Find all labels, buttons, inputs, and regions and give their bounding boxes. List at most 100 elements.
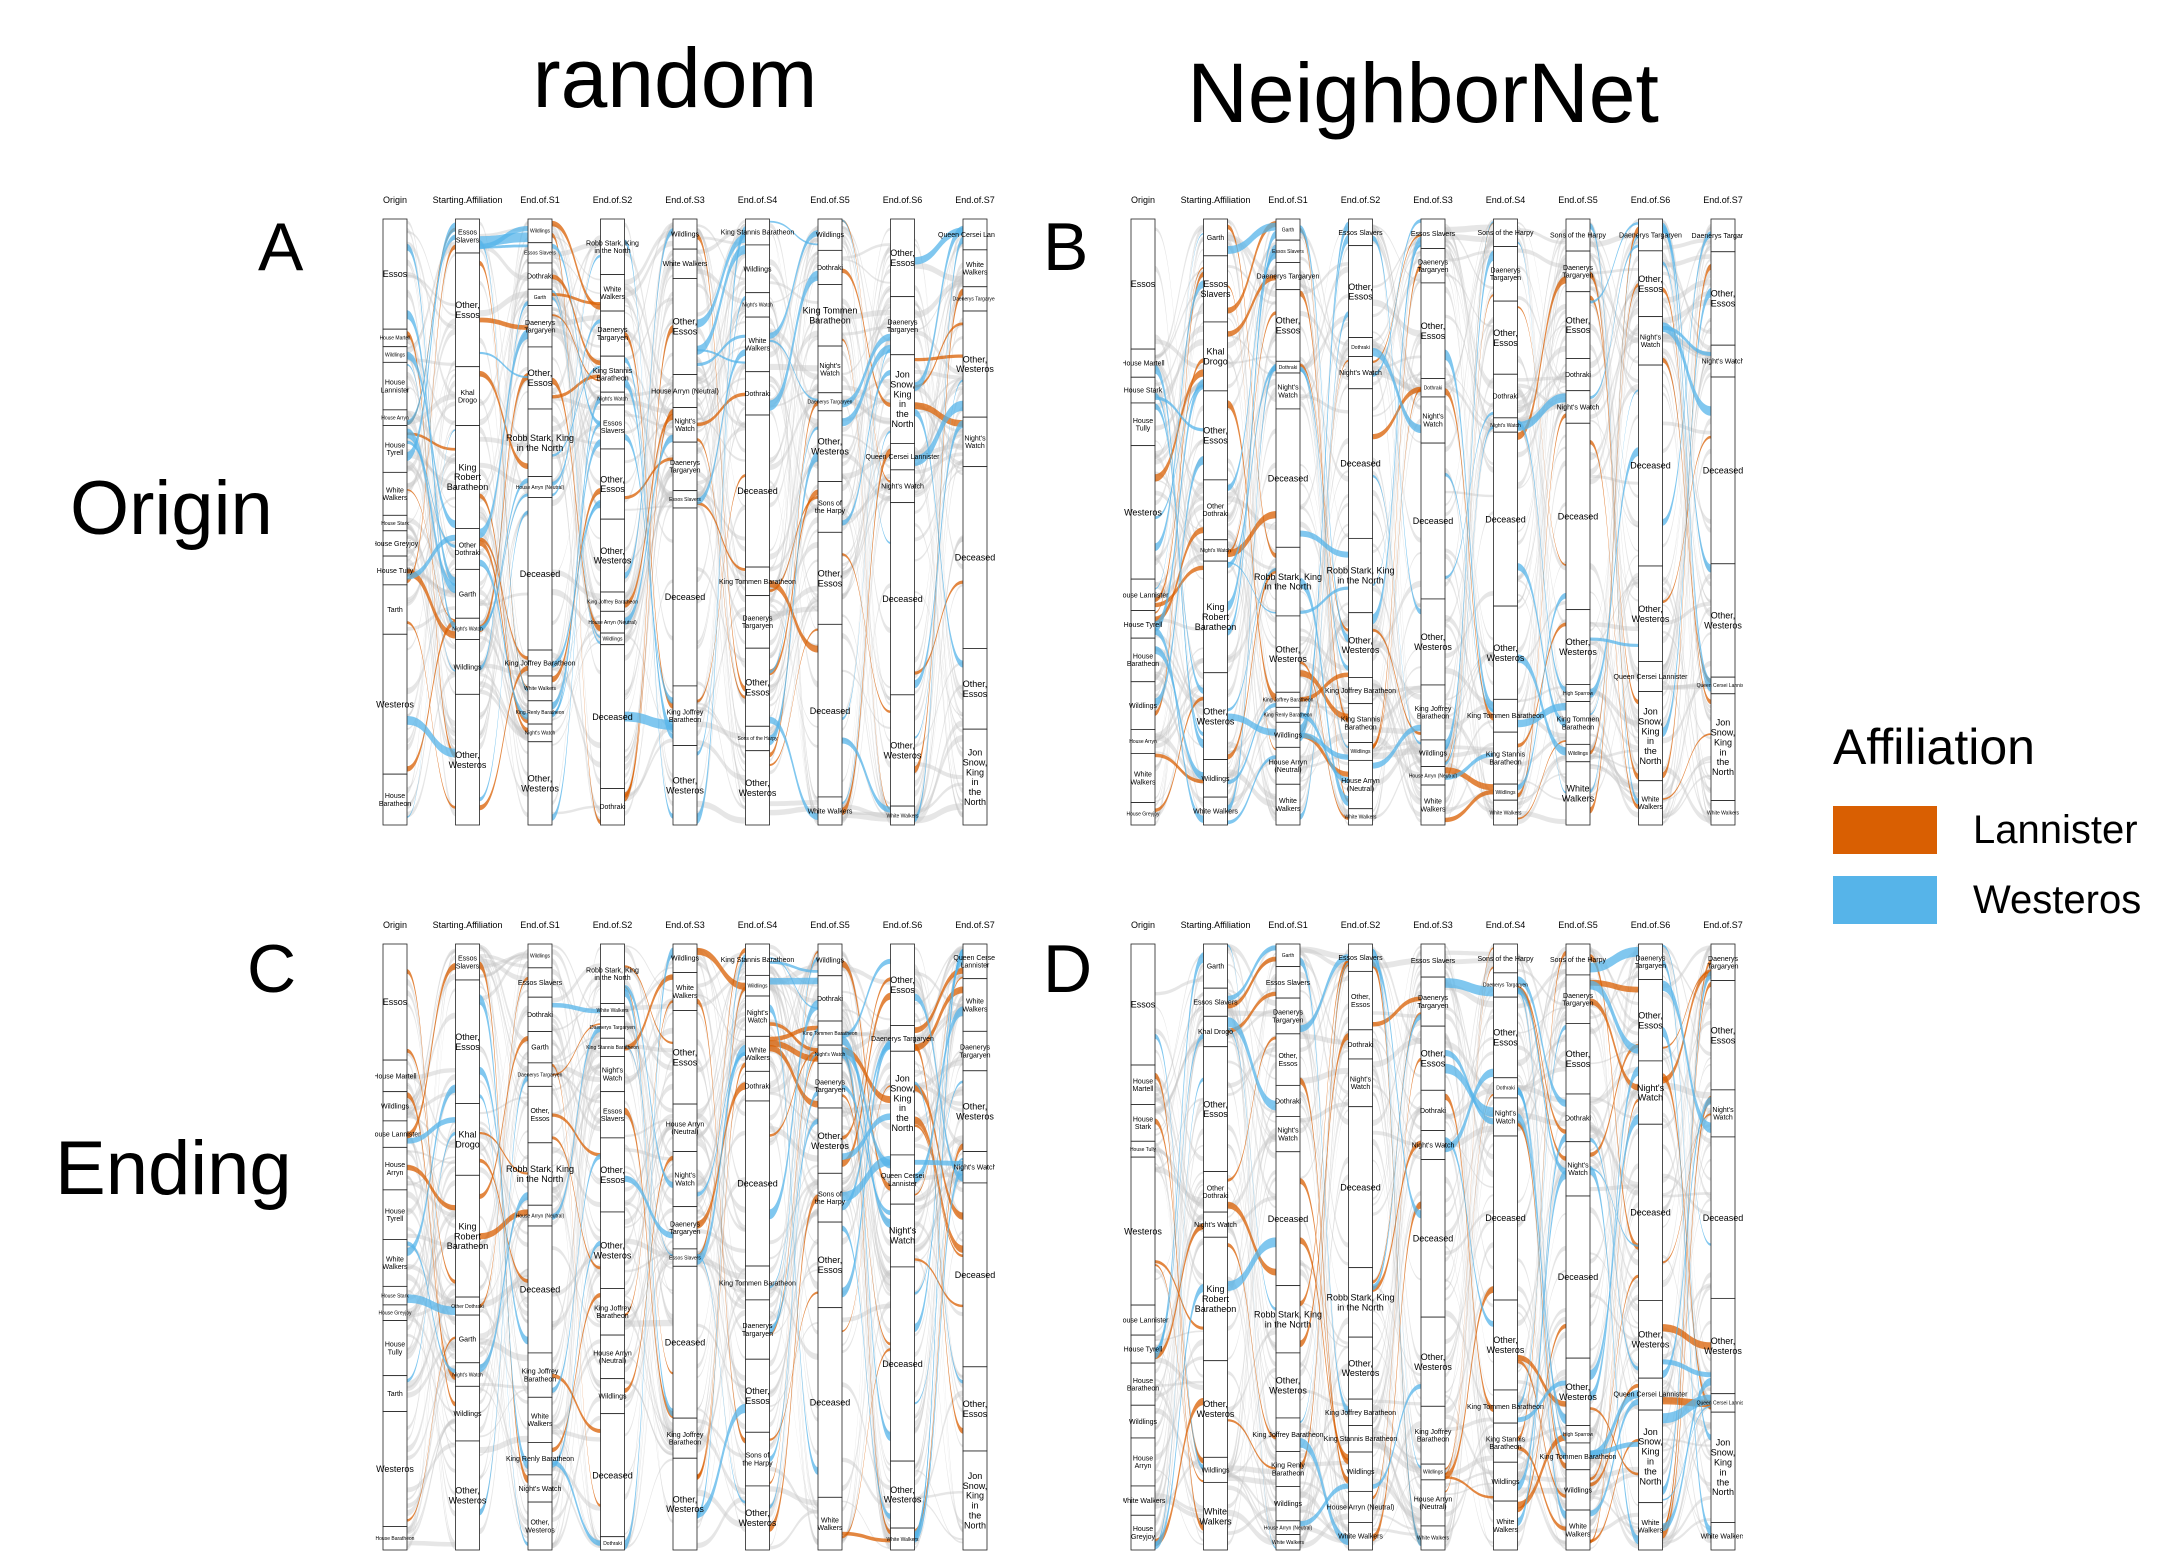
stratum-box [672, 248, 698, 279]
flow-ribbon [769, 1122, 818, 1546]
flow-ribbon [1227, 960, 1276, 1469]
stratum-box [1203, 943, 1228, 989]
flow-ribbon [1372, 224, 1421, 386]
flow-ribbon [552, 397, 601, 507]
flow-ribbon-westeros [1590, 1398, 1639, 1517]
stratum-label: Essos Slavers [1411, 231, 1456, 238]
stratum-box [1565, 1509, 1591, 1551]
flow-ribbon [1445, 1008, 1494, 1537]
stratum-label: Daenerys Targaryen [518, 1072, 563, 1078]
stratum-box [745, 244, 770, 294]
flow-ribbon [1300, 266, 1349, 372]
stratum-label: Deceased [1340, 459, 1381, 469]
flow-ribbon [1662, 421, 1711, 435]
flow-ribbon [552, 1042, 601, 1185]
flow-ribbon [1445, 290, 1494, 664]
flow-ribbon [842, 1269, 891, 1492]
flow-ribbon [769, 1063, 818, 1509]
flow-ribbon [1227, 365, 1276, 752]
flow-ribbon [914, 782, 963, 814]
flow-ribbon [552, 303, 601, 667]
axis-label: End.of.S3 [1413, 920, 1453, 930]
flow-ribbon [407, 1175, 456, 1496]
flow-ribbon-lannister [769, 401, 818, 758]
flow-ribbon [1662, 972, 1711, 1213]
stratum-label: House Arryn (Neutral) [1264, 1525, 1313, 1531]
flow-ribbon [479, 1130, 528, 1377]
flow-ribbon [842, 395, 891, 424]
flow-ribbon [552, 968, 601, 1124]
flow-ribbon [1590, 1066, 1639, 1105]
flow-ribbon [1590, 1047, 1639, 1371]
stratum-box [1130, 1104, 1156, 1142]
flow-ribbon [407, 1274, 456, 1380]
flow-ribbon [1372, 644, 1421, 763]
flow-ribbon-lannister [769, 1050, 818, 1137]
stratum-label: Deceased [955, 553, 995, 563]
flow-ribbon [1155, 975, 1204, 1093]
flow-ribbon [842, 1189, 891, 1544]
flow-ribbon [842, 1100, 891, 1286]
flow-ribbon [479, 947, 528, 1061]
flow-ribbon-lannister [842, 219, 891, 483]
flow-ribbon [479, 531, 528, 707]
flow-ribbon-westeros [624, 947, 673, 1550]
flow-ribbon [552, 614, 601, 735]
flow-ribbon [407, 318, 456, 472]
flow-ribbon [914, 1059, 963, 1090]
stratum-box [1275, 546, 1301, 617]
flow-ribbon [1372, 1042, 1421, 1490]
stratum-label: Dothraki [1279, 365, 1298, 371]
flow-ribbon [1662, 946, 1711, 1362]
flow-ribbon-lannister [552, 1023, 601, 1076]
stratum-box [1493, 1097, 1518, 1137]
stratum-label: Daenerys Targaryen [814, 1079, 845, 1094]
flow-ribbon [1372, 951, 1421, 1400]
stratum-box [1710, 1136, 1736, 1299]
flow-ribbon-lannister [842, 268, 891, 407]
flow-ribbon-lannister [914, 354, 963, 362]
stratum-box [1638, 691, 1663, 782]
stratum-box [1638, 565, 1663, 662]
flow-ribbon [842, 268, 891, 531]
flow-ribbon [697, 740, 746, 781]
flow-ribbon [914, 535, 963, 813]
flow-ribbon [407, 569, 456, 594]
flow-ribbon-westeros [552, 243, 601, 426]
stratum-label: Wildlings [530, 229, 551, 235]
flow-ribbon [1445, 373, 1494, 425]
flow-ribbon [552, 1072, 601, 1104]
flow-ribbon [914, 434, 963, 498]
flow-ribbon [479, 598, 528, 736]
flow-ribbon-westeros [1372, 219, 1421, 377]
axis-label: End.of.S3 [665, 920, 705, 930]
flow-ribbon [697, 256, 746, 429]
flow-ribbon [697, 1130, 746, 1226]
stratum-box [745, 566, 770, 597]
flow-ribbon [407, 979, 456, 1382]
stratum-box [1348, 1267, 1373, 1338]
flow-ribbon [1517, 295, 1566, 384]
flow-ribbon [1662, 968, 1711, 1536]
flow-ribbon [914, 446, 963, 818]
flow-ribbon [1662, 245, 1711, 454]
stratum-label: Other, Westeros [956, 1101, 994, 1121]
flow-ribbon [1590, 1512, 1639, 1534]
flow-ribbon [769, 231, 818, 601]
flow-ribbon [1155, 1038, 1204, 1112]
flow-ribbon [1590, 323, 1639, 528]
flow-ribbon [842, 326, 891, 336]
flow-ribbon [1372, 583, 1421, 761]
flow-ribbon [842, 1028, 891, 1169]
flow-ribbon [697, 1098, 746, 1257]
flow-ribbon [842, 951, 891, 1277]
stratum-label: Other, Westeros [1414, 632, 1452, 652]
flow-ribbon [624, 375, 673, 803]
flow-ribbon [1300, 364, 1349, 814]
flow-ribbon [624, 952, 673, 1246]
flow-ribbon-lannister [1662, 1324, 1711, 1350]
flow-ribbon-lannister [624, 331, 673, 709]
flow-ribbon [769, 1283, 818, 1360]
stratum-label: Other, Essos [1276, 316, 1301, 336]
flow-ribbon [1227, 529, 1276, 703]
